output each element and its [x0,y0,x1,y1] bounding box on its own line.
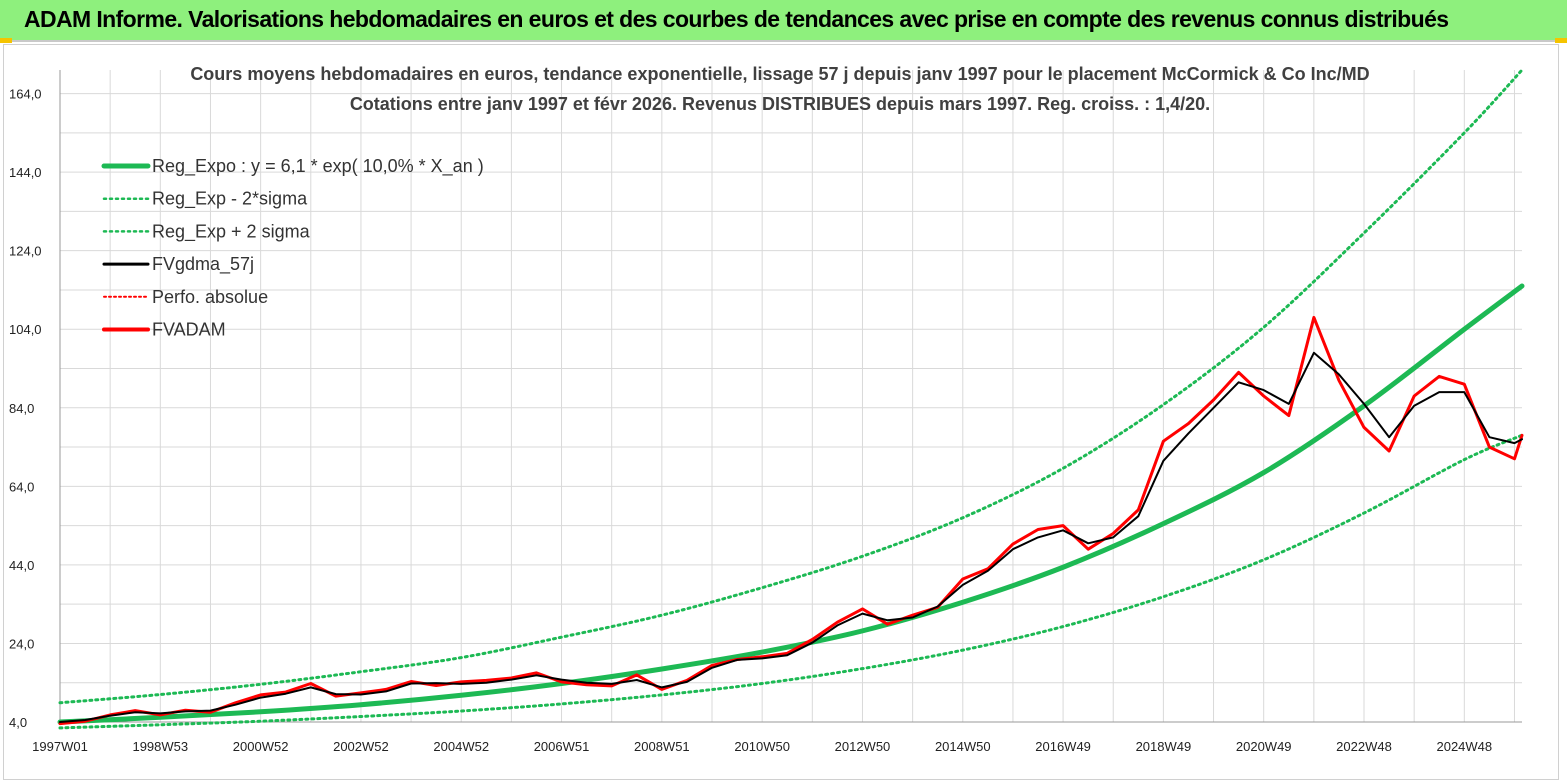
y-tick-label: 124,0 [9,244,42,259]
series-line [57,283,1525,725]
legend-label: Perfo. absolue [152,287,268,307]
report-title: ADAM Informe. Valorisations hebdomadaire… [24,6,1449,32]
x-tick-label: 2002W52 [333,739,389,754]
chart-title: Cours moyens hebdomadaires en euros, ten… [190,64,1369,84]
y-tick-label: 84,0 [9,401,34,416]
legend: Reg_Expo : y = 6,1 * exp( 10,0% * X_an )… [101,156,484,340]
legend-label: FVADAM [152,320,226,340]
series-layer [57,68,1525,730]
series-line [58,315,1524,726]
series-line [58,433,1524,730]
y-tick-label: 24,0 [9,636,34,651]
x-tick-label: 2024W48 [1436,739,1492,754]
series-line [59,351,1523,723]
y-tick-label: 104,0 [9,322,42,337]
chart-frame [3,44,1559,780]
x-tick-label: 2014W50 [935,739,991,754]
legend-label: Reg_Exp - 2*sigma [152,189,308,210]
x-tick-label: 2008W51 [634,739,690,754]
x-tick-label: 2000W52 [233,739,289,754]
series-line [58,68,1524,705]
legend-label: Reg_Expo : y = 6,1 * exp( 10,0% * X_an ) [152,156,484,177]
x-tick-label: 1998W53 [132,739,188,754]
y-tick-label: 44,0 [9,558,34,573]
report-banner: ADAM Informe. Valorisations hebdomadaire… [0,0,1567,42]
x-tick-label: 2020W49 [1236,739,1292,754]
y-tick-label: 4,0 [9,715,27,730]
y-tick-label: 64,0 [9,479,34,494]
x-tick-label: 2018W49 [1136,739,1192,754]
x-tick-label: 2012W50 [835,739,891,754]
x-tick-label: 2006W51 [534,739,590,754]
x-tick-label: 2004W52 [433,739,489,754]
chart-subtitle: Cotations entre janv 1997 et févr 2026. … [350,94,1210,114]
x-axis: 1997W01 1998W53 2000W52 2002W52 2004W52 2006W… [32,739,1492,754]
x-tick-label: 2022W48 [1336,739,1392,754]
banner-corner-right [1555,38,1567,43]
chart-grid [59,70,1522,723]
legend-label: FVgdma_57j [152,254,254,275]
x-tick-label: 2016W49 [1035,739,1091,754]
banner-corner-left [0,38,12,43]
y-tick-label: 144,0 [9,165,42,180]
x-tick-label: 1997W01 [32,739,88,754]
y-axis: 4,0 24,0 44,0 64,0 84,0 104,0 124,0 144,0 164,0 [9,87,42,730]
x-tick-label: 2010W50 [734,739,790,754]
legend-label: Reg_Exp + 2 sigma [152,221,311,242]
y-tick-label: 164,0 [9,87,42,102]
